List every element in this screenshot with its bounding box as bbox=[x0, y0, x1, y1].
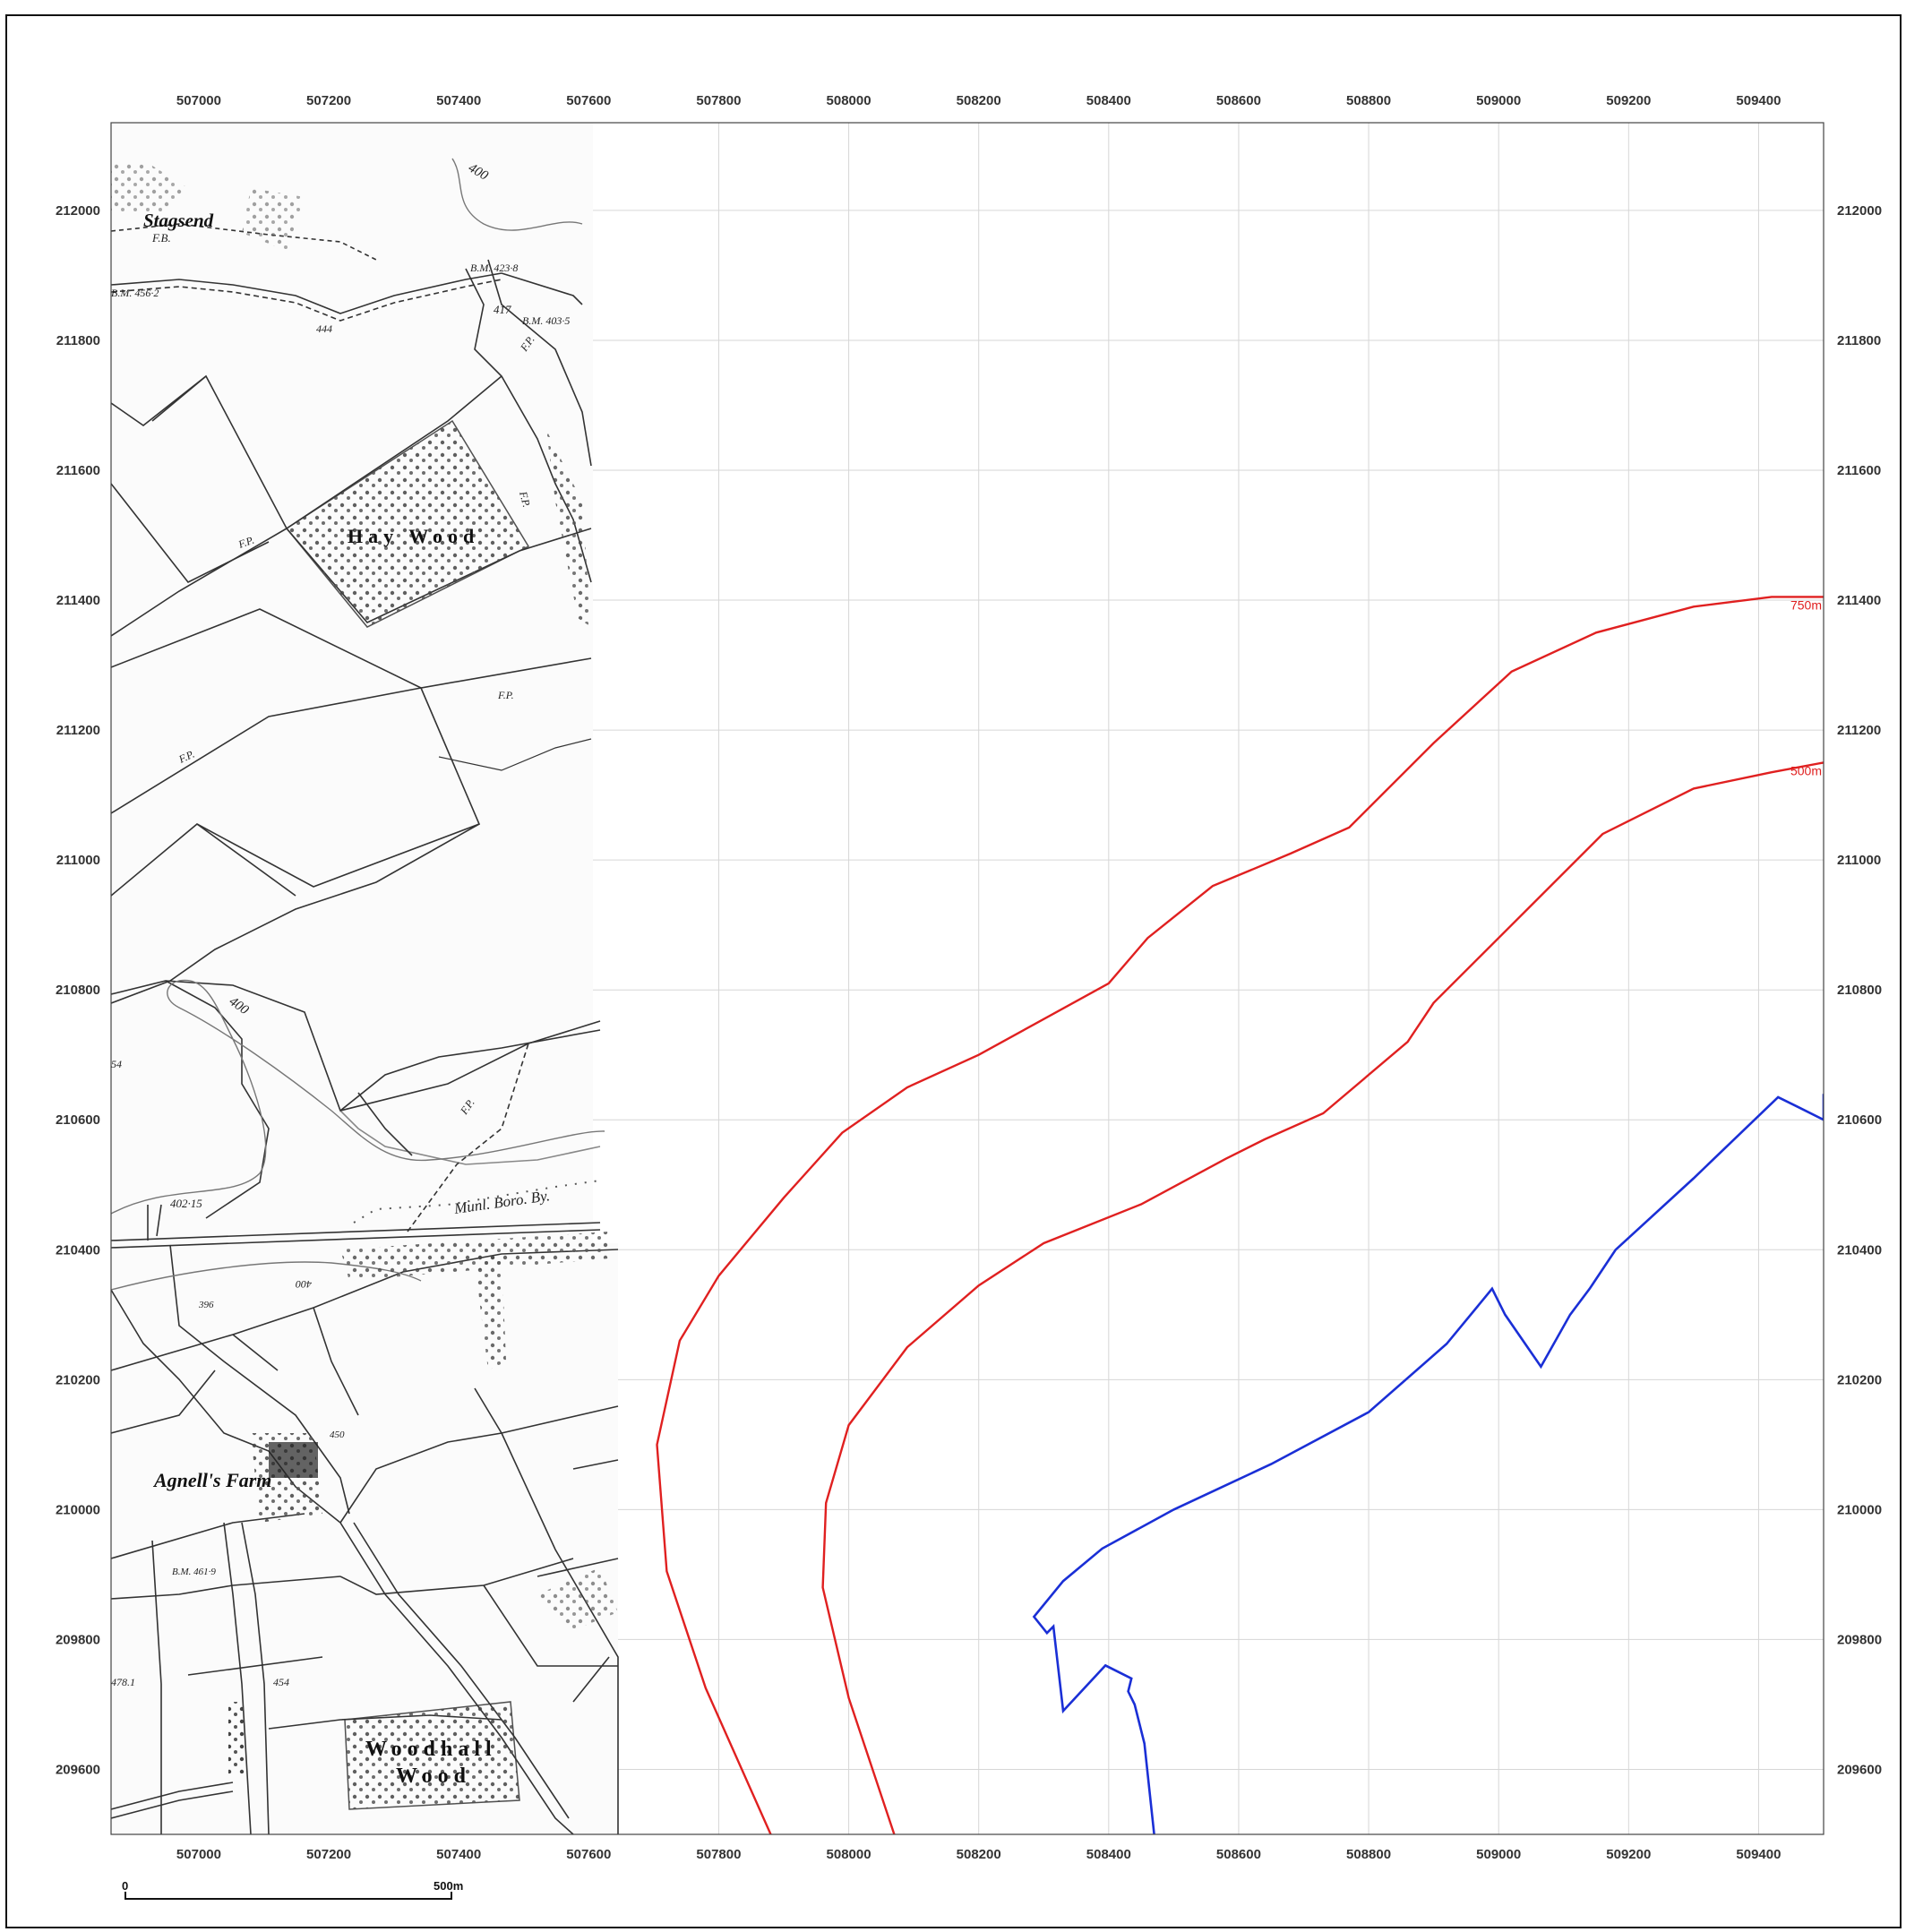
northing-label-right-211600: 211600 bbox=[1837, 463, 1881, 478]
tick-labels: 507000 507000 507200 507200 507400 507400 5076… bbox=[56, 93, 1882, 1862]
northing-label-left-210800: 210800 bbox=[56, 983, 100, 998]
easting-label-top-507800: 507800 bbox=[696, 93, 741, 108]
label-54: 54 bbox=[111, 1058, 122, 1070]
hay-wood-area bbox=[285, 419, 530, 628]
overlays bbox=[656, 596, 1824, 1834]
label-bm-4: B.M. 461·9 bbox=[172, 1567, 216, 1577]
northing-label-right-210000: 210000 bbox=[1837, 1502, 1882, 1517]
scale-bar-length: 500m bbox=[434, 1879, 463, 1893]
label-478-1: 478.1 bbox=[111, 1676, 135, 1688]
label-454: 454 bbox=[273, 1676, 289, 1688]
northing-label-right-211400: 211400 bbox=[1837, 593, 1881, 608]
easting-label-bottom-508000: 508000 bbox=[827, 1847, 871, 1862]
woodhall-wood-area bbox=[344, 1701, 520, 1810]
easting-label-bottom-507400: 507400 bbox=[436, 1847, 481, 1862]
label-contour-400-c: 400 bbox=[296, 1278, 312, 1291]
northing-label-right-210800: 210800 bbox=[1837, 983, 1882, 998]
label-444: 444 bbox=[316, 322, 332, 335]
easting-label-bottom-508200: 508200 bbox=[957, 1847, 1001, 1862]
northing-label-left-210000: 210000 bbox=[56, 1502, 100, 1517]
easting-label-top-507200: 507200 bbox=[306, 93, 351, 108]
northing-label-right-211000: 211000 bbox=[1837, 853, 1881, 868]
label-450: 450 bbox=[330, 1430, 345, 1440]
northing-label-left-211600: 211600 bbox=[56, 463, 100, 478]
label-fp-4: F.P. bbox=[497, 689, 514, 701]
easting-label-top-509200: 509200 bbox=[1606, 93, 1651, 108]
label-fb: F.B. bbox=[151, 231, 171, 245]
easting-label-bottom-507200: 507200 bbox=[306, 1847, 351, 1862]
northing-label-right-211800: 211800 bbox=[1837, 333, 1881, 348]
map-border bbox=[110, 122, 1824, 1835]
buffer-line-750m bbox=[656, 596, 1824, 1834]
easting-label-bottom-509000: 509000 bbox=[1476, 1847, 1521, 1862]
northing-label-left-211000: 211000 bbox=[56, 853, 100, 868]
label-bm-3: B.M. 403·5 bbox=[522, 314, 570, 327]
historic-os-map: Stagsend F.B. B.M. 456·2 B.M. 423·8 444 … bbox=[111, 123, 619, 1834]
label-woodhall: Woodhall bbox=[365, 1738, 497, 1761]
buffer-labels: 750m 500m bbox=[1790, 597, 1822, 777]
label-fp-3: F.P. bbox=[236, 534, 255, 552]
easting-label-top-507600: 507600 bbox=[566, 93, 611, 108]
easting-label-bottom-507600: 507600 bbox=[566, 1847, 611, 1862]
northing-label-left-211200: 211200 bbox=[56, 723, 100, 738]
northing-label-left-212000: 212000 bbox=[56, 203, 100, 219]
northing-label-right-210400: 210400 bbox=[1837, 1242, 1882, 1258]
northing-label-right-211200: 211200 bbox=[1837, 723, 1881, 738]
northing-label-right-209800: 209800 bbox=[1837, 1632, 1882, 1647]
northing-label-right-210600: 210600 bbox=[1837, 1112, 1882, 1128]
easting-label-top-508800: 508800 bbox=[1346, 93, 1391, 108]
northing-label-left-209600: 209600 bbox=[56, 1762, 100, 1777]
easting-label-top-507000: 507000 bbox=[176, 93, 221, 108]
easting-label-top-509400: 509400 bbox=[1736, 93, 1781, 108]
easting-label-top-508200: 508200 bbox=[957, 93, 1001, 108]
label-hay-wood: Hay Wood bbox=[348, 525, 479, 547]
label-396: 396 bbox=[198, 1300, 214, 1310]
easting-label-bottom-509400: 509400 bbox=[1736, 1847, 1781, 1862]
label-bm-2: B.M. 423·8 bbox=[470, 262, 518, 274]
os-map-sheet bbox=[111, 123, 593, 1247]
label-agnells-farm: Agnell's Farm bbox=[152, 1469, 271, 1491]
easting-label-top-508400: 508400 bbox=[1086, 93, 1131, 108]
easting-label-bottom-508400: 508400 bbox=[1086, 1847, 1131, 1862]
easting-label-top-508000: 508000 bbox=[827, 93, 871, 108]
label-fp-2: F.P. bbox=[517, 489, 533, 509]
northing-label-left-210600: 210600 bbox=[56, 1112, 100, 1128]
easting-label-bottom-508600: 508600 bbox=[1216, 1847, 1261, 1862]
label-402-15: 402·15 bbox=[170, 1197, 202, 1210]
label-stagsend: Stagsend bbox=[143, 210, 214, 231]
easting-label-bottom-508800: 508800 bbox=[1346, 1847, 1391, 1862]
easting-label-top-509000: 509000 bbox=[1476, 93, 1521, 108]
easting-label-bottom-507800: 507800 bbox=[696, 1847, 741, 1862]
northing-label-right-212000: 212000 bbox=[1837, 203, 1882, 219]
buffer-label-500m: 500m bbox=[1790, 763, 1822, 777]
buffer-label-750m: 750m bbox=[1790, 597, 1822, 612]
northing-label-right-210200: 210200 bbox=[1837, 1372, 1882, 1387]
label-bm-1: B.M. 456·2 bbox=[111, 287, 159, 299]
site-boundary-line bbox=[1032, 1094, 1824, 1834]
easting-label-top-508600: 508600 bbox=[1216, 93, 1261, 108]
northing-label-left-211800: 211800 bbox=[56, 333, 100, 348]
easting-label-bottom-507000: 507000 bbox=[176, 1847, 221, 1862]
label-417: 417 bbox=[494, 303, 511, 316]
northing-label-left-211400: 211400 bbox=[56, 593, 100, 608]
northing-label-left-209800: 209800 bbox=[56, 1632, 100, 1647]
easting-label-bottom-509200: 509200 bbox=[1606, 1847, 1651, 1862]
scale-bar: 0 500m bbox=[122, 1879, 463, 1900]
easting-label-top-507400: 507400 bbox=[436, 93, 481, 108]
northing-label-left-210200: 210200 bbox=[56, 1372, 100, 1387]
label-wood: Wood bbox=[396, 1765, 471, 1788]
northing-label-left-210400: 210400 bbox=[56, 1242, 100, 1258]
northing-label-right-209600: 209600 bbox=[1837, 1762, 1882, 1777]
buffer-line-500m bbox=[821, 761, 1824, 1834]
scale-bar-zero: 0 bbox=[122, 1879, 128, 1893]
